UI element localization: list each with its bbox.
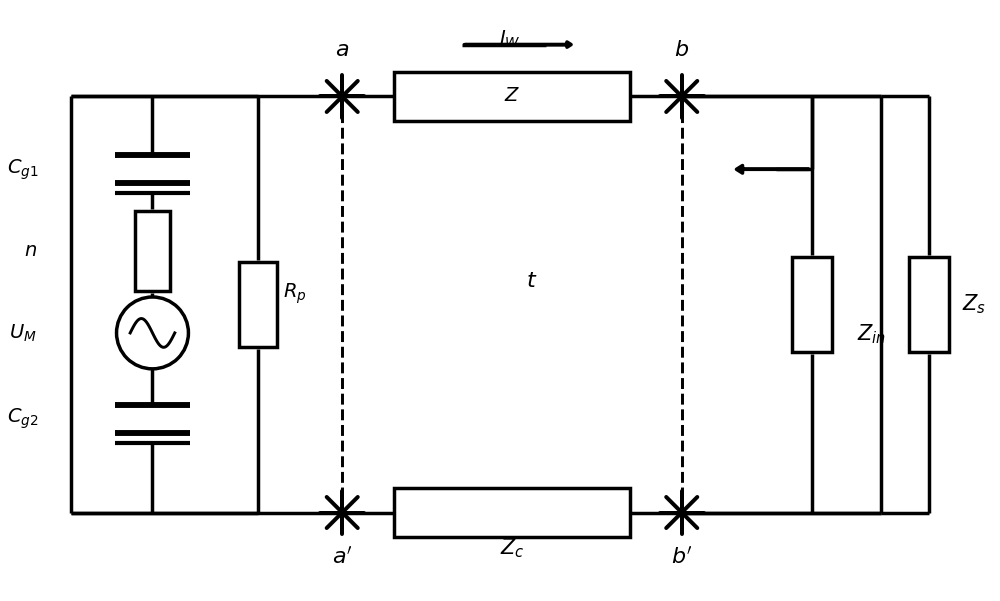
Text: $n$: $n$ — [24, 242, 37, 260]
Text: $C_{g2}$: $C_{g2}$ — [7, 406, 38, 431]
Bar — [792, 257, 832, 352]
Text: $Z_c$: $Z_c$ — [500, 537, 524, 560]
Bar — [909, 257, 949, 352]
Text: $a'$: $a'$ — [332, 548, 353, 569]
Text: $b$: $b$ — [674, 38, 689, 61]
Text: $a$: $a$ — [335, 38, 349, 61]
Bar — [239, 262, 277, 347]
Text: $R_p$: $R_p$ — [283, 282, 307, 307]
Bar — [135, 211, 170, 291]
Text: $C_{g1}$: $C_{g1}$ — [7, 157, 38, 182]
Text: $Z_{in}$: $Z_{in}$ — [857, 322, 886, 346]
Bar — [394, 487, 630, 537]
Text: $t$: $t$ — [526, 270, 538, 292]
Text: $U_M$: $U_M$ — [9, 322, 36, 344]
Text: $Z$: $Z$ — [504, 88, 520, 105]
Bar — [394, 72, 630, 121]
Text: $I_W$: $I_W$ — [499, 29, 521, 50]
Text: $Z_s$: $Z_s$ — [962, 292, 986, 316]
Text: $b'$: $b'$ — [671, 548, 693, 569]
